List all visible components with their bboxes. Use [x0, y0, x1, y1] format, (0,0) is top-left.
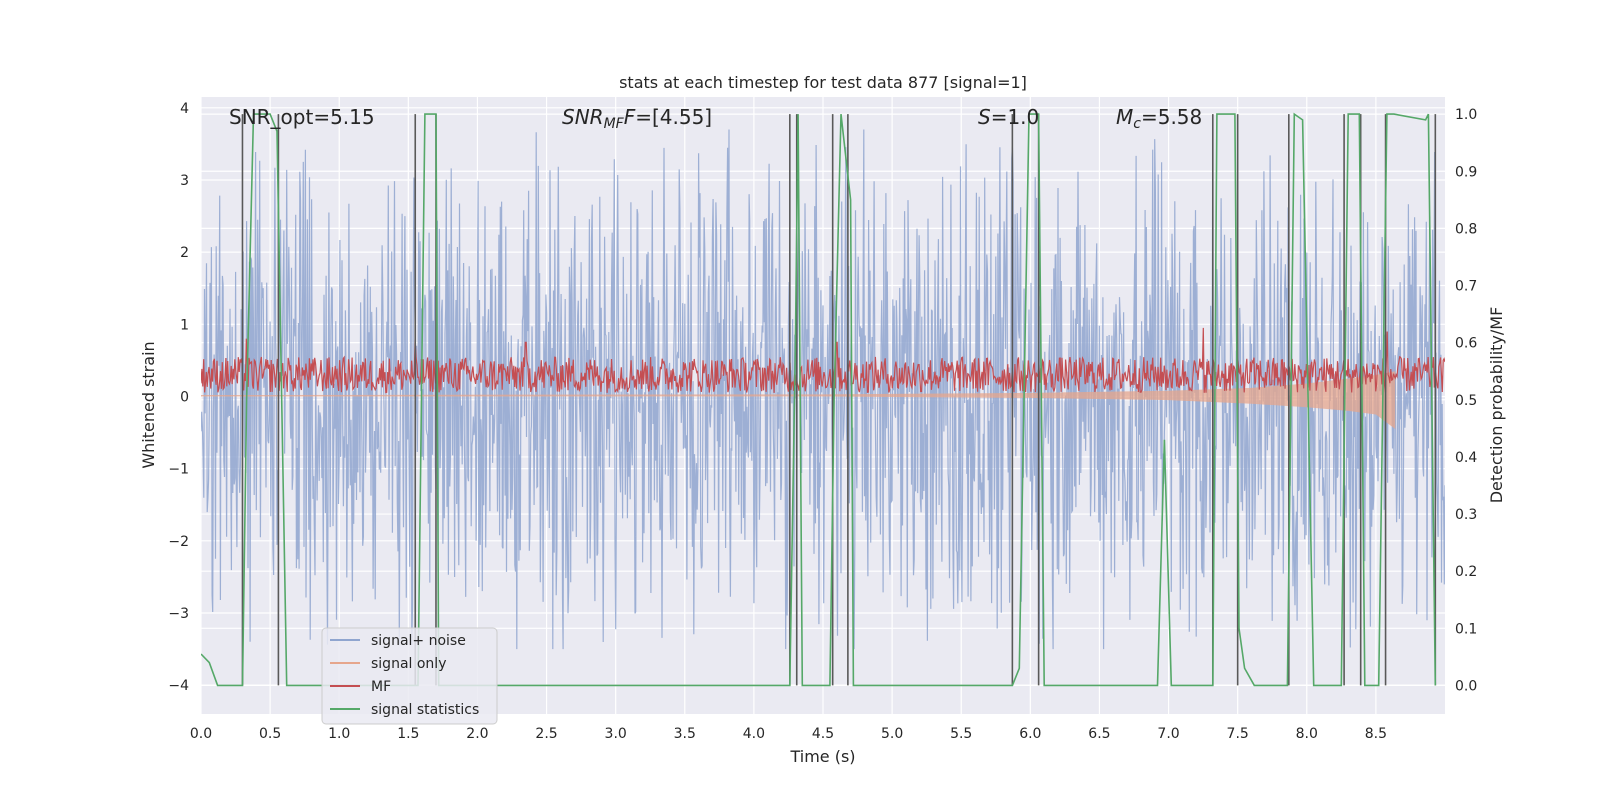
annotation-part: S	[978, 105, 991, 129]
y-axis-title: Whitened strain	[139, 341, 158, 468]
legend-label: signal statistics	[371, 702, 479, 718]
x-tick-label: 0.0	[190, 726, 212, 742]
x-tick-label: 0.5	[259, 726, 281, 742]
x-tick-label: 8.0	[1296, 726, 1318, 742]
y2-tick-label: 0.2	[1455, 564, 1477, 580]
legend-entry-signal-noise: signal+ noise	[330, 633, 466, 649]
annotation-part: SNR_opt=5.15	[229, 105, 375, 129]
x-axis-title: Time (s)	[789, 747, 855, 766]
chart-title: stats at each timestep for test data 877…	[619, 73, 1027, 92]
annotations: SNR_opt=5.15 SNRMFF=[4.55] S=1.0 Mc=5.58	[229, 105, 1202, 132]
annotation-part: MF	[604, 116, 625, 132]
y2-tick-label: 0.8	[1455, 221, 1477, 237]
y2-tick-label: 0.4	[1455, 450, 1477, 466]
annotation-part: SNR	[562, 105, 604, 129]
x-tick-label: 4.5	[812, 726, 834, 742]
annotation-s-value: S=1.0	[978, 105, 1039, 129]
x-tick-label: 7.0	[1157, 726, 1179, 742]
annotation-part: =5.58	[1141, 105, 1202, 129]
x-axis-ticks: 0.0 0.5 1.0 1.5 2.0 2.5 3.0 3.5 4.0 4.5 5.0 5.5 6.0 6…	[190, 726, 1387, 742]
series-signal-statistics-line	[201, 112, 1437, 687]
legend-label: signal only	[371, 656, 446, 672]
y-tick-label: −4	[168, 678, 189, 694]
y-tick-label: −2	[168, 534, 189, 550]
annotation-part: =[4.55]	[635, 105, 712, 129]
plot-area	[201, 112, 1445, 687]
vertical-marker-lines	[241, 114, 1437, 686]
y2-tick-label: 0.9	[1455, 164, 1477, 180]
legend: signal+ noise signal only MF signal stat…	[321, 627, 498, 725]
y-tick-label: −3	[168, 606, 189, 622]
y2-tick-label: 0.3	[1455, 507, 1477, 523]
legend-entry-signal-only: signal only	[330, 656, 446, 672]
y-tick-label: 2	[180, 245, 189, 261]
annotation-mc-value: Mc=5.58	[1116, 105, 1202, 132]
x-tick-label: 8.5	[1365, 726, 1387, 742]
y2-tick-label: 0.7	[1455, 279, 1477, 295]
x-tick-label: 2.0	[466, 726, 488, 742]
annotation-part: c	[1133, 116, 1141, 132]
y2-axis-ticks: 0.0 0.1 0.2 0.3 0.4 0.5 0.6 0.7 0.8 0.9 1.0	[1455, 107, 1477, 694]
y-axis-ticks: −4 −3 −2 −1 0 1 2 3 4	[168, 101, 189, 694]
y-tick-label: −1	[168, 462, 189, 478]
x-tick-label: 6.0	[1019, 726, 1041, 742]
legend-box	[321, 627, 498, 725]
y2-tick-label: 0.6	[1455, 336, 1477, 352]
y-tick-label: 0	[180, 389, 189, 405]
annotation-snr-mf: SNRMFF=[4.55]	[562, 105, 712, 132]
y-tick-label: 1	[180, 317, 189, 333]
y2-tick-label: 0.1	[1455, 621, 1477, 637]
y2-tick-label: 1.0	[1455, 107, 1477, 123]
annotation-part: M	[1116, 105, 1133, 129]
y-tick-label: 4	[180, 101, 189, 117]
x-tick-label: 5.5	[950, 726, 972, 742]
x-tick-label: 5.0	[881, 726, 903, 742]
x-tick-label: 4.0	[743, 726, 765, 742]
annotation-part: =1.0	[991, 105, 1040, 129]
x-tick-label: 1.5	[397, 726, 419, 742]
annotation-part: F	[624, 105, 636, 129]
annotation-snr-opt: SNR_opt=5.15	[229, 105, 375, 129]
x-tick-label: 3.5	[674, 726, 696, 742]
legend-label: MF	[371, 679, 391, 695]
y2-tick-label: 0.5	[1455, 393, 1477, 409]
x-tick-label: 3.0	[605, 726, 627, 742]
y2-tick-label: 0.0	[1455, 678, 1477, 694]
x-tick-label: 1.0	[328, 726, 350, 742]
x-tick-label: 2.5	[535, 726, 557, 742]
legend-label: signal+ noise	[371, 633, 466, 649]
legend-entry-signal-statistics: signal statistics	[330, 702, 479, 718]
y-tick-label: 3	[180, 173, 189, 189]
x-tick-label: 6.5	[1088, 726, 1110, 742]
legend-entry-mf: MF	[330, 679, 391, 695]
x-tick-label: 7.5	[1227, 726, 1249, 742]
y2-axis-title: Detection probability/MF	[1487, 307, 1506, 504]
